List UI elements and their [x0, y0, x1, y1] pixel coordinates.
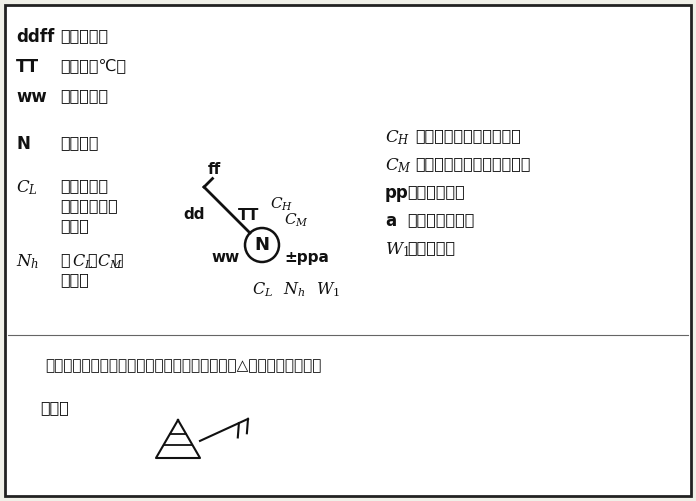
Text: の雲量: の雲量 [60, 272, 89, 287]
Text: pp: pp [385, 184, 409, 202]
Text: $W_1$: $W_1$ [385, 240, 410, 259]
Text: ）: ） [113, 252, 122, 267]
Text: a: a [385, 212, 396, 230]
Text: ：現在天気: ：現在天気 [60, 88, 108, 103]
Text: ：気圧変化量: ：気圧変化量 [407, 184, 465, 199]
Text: ddff: ddff [16, 28, 54, 46]
Text: 自動観測による場合、北を頂点とする正三角形△で地点円を囲む。: 自動観測による場合、北を頂点とする正三角形△で地点円を囲む。 [45, 358, 322, 373]
Text: dd: dd [184, 206, 205, 221]
Text: $C_H$: $C_H$ [270, 195, 293, 213]
Text: ：: ： [60, 252, 70, 267]
Text: $C_M$: $C_M$ [284, 211, 309, 229]
Text: 積乱雲: 積乱雲 [60, 218, 89, 233]
Text: $N_h$: $N_h$ [16, 252, 39, 271]
Text: TT: TT [237, 208, 259, 223]
Text: ww: ww [212, 250, 240, 265]
Text: ：層積雲，: ：層積雲， [60, 178, 108, 193]
Text: $C_L$: $C_L$ [16, 178, 38, 197]
Text: N: N [16, 135, 30, 153]
Text: 層雲，積雲，: 層雲，積雲， [60, 198, 118, 213]
Text: N: N [255, 236, 269, 254]
Text: $C_M$: $C_M$ [385, 156, 412, 175]
Text: ff: ff [208, 162, 221, 177]
Text: $C_L$: $C_L$ [72, 252, 93, 271]
Text: ：気圧変化傾向: ：気圧変化傾向 [407, 212, 475, 227]
Text: ：過去天気: ：過去天気 [407, 240, 455, 255]
Text: ：風向風速: ：風向風速 [60, 28, 108, 43]
FancyBboxPatch shape [5, 5, 691, 496]
Text: ：全雲量: ：全雲量 [60, 135, 99, 150]
Text: ：巻雲，巻積雲，巻層雲: ：巻雲，巻積雲，巻層雲 [415, 128, 521, 143]
Text: $C_M$: $C_M$ [97, 252, 123, 271]
Text: ±ppa: ±ppa [284, 250, 329, 265]
Text: ww: ww [16, 88, 47, 106]
Text: ［例］: ［例］ [40, 400, 69, 415]
Text: $C_L$  $N_h$  $W_1$: $C_L$ $N_h$ $W_1$ [252, 280, 340, 299]
Text: （: （ [87, 252, 97, 267]
Text: ：高積雲，高層雲，乱層雲: ：高積雲，高層雲，乱層雲 [415, 156, 530, 171]
Text: ：気温（℃）: ：気温（℃） [60, 58, 126, 73]
Text: TT: TT [16, 58, 39, 76]
Text: $C_H$: $C_H$ [385, 128, 410, 147]
